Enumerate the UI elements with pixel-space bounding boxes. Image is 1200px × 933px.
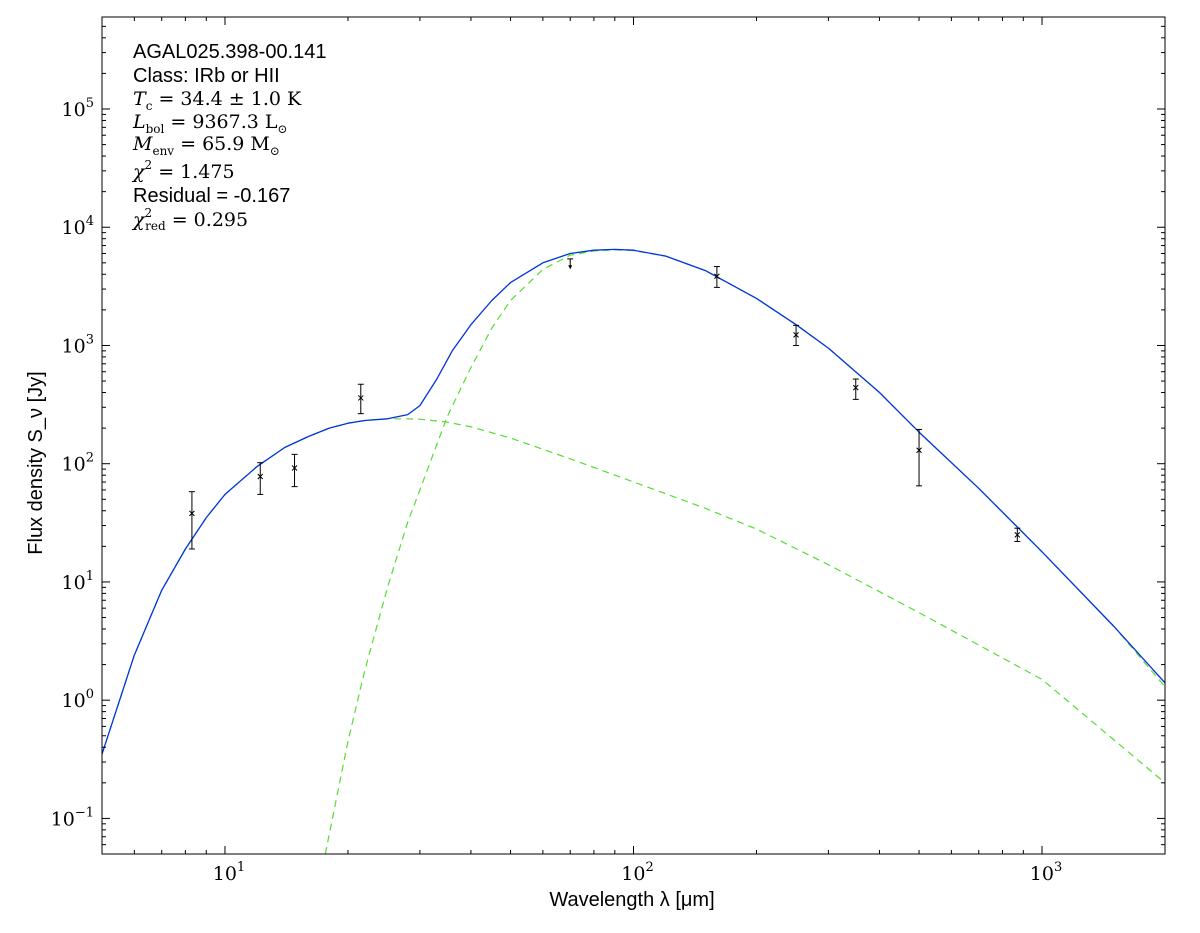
data-point-6 xyxy=(852,384,859,391)
y-tick-label-exponent: 1 xyxy=(86,569,94,584)
data-point-2 xyxy=(291,465,298,471)
y-tick-label-exponent: 2 xyxy=(86,451,94,466)
data-point-5 xyxy=(793,331,799,338)
y-tick-label-base: 10 xyxy=(62,217,86,239)
y-tick-label-base: 10 xyxy=(62,690,86,712)
annotation-source: AGAL025.398-00.141 xyxy=(133,41,327,63)
y-tick-label: 103 xyxy=(62,332,94,357)
y-tick-label-base: 10 xyxy=(62,454,86,476)
x-tick-label-base: 10 xyxy=(213,863,237,885)
data-point-4 xyxy=(714,273,720,280)
x-tick-label-base: 10 xyxy=(1030,863,1054,885)
y-tick-label-base: 10 xyxy=(62,99,86,121)
data-point-1 xyxy=(257,473,264,480)
annotation-tc: Tc = 34.4 ± 1.0 K xyxy=(133,88,302,113)
data-point-8 xyxy=(1014,532,1021,538)
y-tick-label-exponent: 3 xyxy=(86,332,94,347)
plot-area xyxy=(102,248,1165,854)
annotation-block: AGAL025.398-00.141 Class: IRb or HII Tc … xyxy=(131,41,327,233)
x-tick-label-exponent: 3 xyxy=(1054,860,1062,875)
y-tick-label-base: 10 xyxy=(51,808,75,830)
y-tick-label-exponent: 4 xyxy=(86,214,94,229)
x-axis-label: Wavelength λ [μm] xyxy=(549,889,714,911)
annotation-lbol: Lbol = 9367.3 L⊙ xyxy=(132,111,288,136)
upper-limit-arrow-0 xyxy=(568,265,573,270)
y-tick-label-exponent: 0 xyxy=(86,687,94,702)
plot-content xyxy=(102,248,1165,854)
x-tick-label: 102 xyxy=(621,860,653,885)
y-tick-label: 104 xyxy=(62,214,94,239)
x-tick-label: 103 xyxy=(1030,860,1062,885)
y-tick-label-base: 10 xyxy=(62,335,86,357)
x-tick-label-exponent: 1 xyxy=(237,860,245,875)
total-fit-curve xyxy=(102,248,1165,755)
annotation-class: Class: IRb or HII xyxy=(133,65,280,87)
y-axis-label: Flux density S_ν [Jy] xyxy=(25,371,47,554)
annotation-menv: Menv = 65.9 M⊙ xyxy=(132,133,280,158)
x-tick-label-base: 10 xyxy=(621,863,645,885)
y-tick-label: 102 xyxy=(62,451,94,476)
annotation-chi2: χ2 = 1.475 xyxy=(131,158,235,183)
x-tick-label-exponent: 2 xyxy=(645,860,653,875)
annotation-chi2-red: χ2 red = 0.295 xyxy=(131,206,248,233)
y-tick-label-base: 10 xyxy=(62,572,86,594)
data-point-7 xyxy=(916,447,922,454)
y-tick-label: 101 xyxy=(62,569,94,594)
y-tick-label-exponent: 5 xyxy=(86,96,94,111)
x-tick-label: 101 xyxy=(213,860,245,885)
y-tick-label: 105 xyxy=(62,96,94,121)
annotation-residual: Residual = -0.167 xyxy=(133,185,290,207)
data-point-0 xyxy=(189,510,195,517)
data-point-3 xyxy=(357,395,364,401)
y-tick-label-exponent: −1 xyxy=(75,805,94,820)
y-tick-label: 100 xyxy=(62,687,94,712)
y-tick-label: 10−1 xyxy=(51,805,94,830)
